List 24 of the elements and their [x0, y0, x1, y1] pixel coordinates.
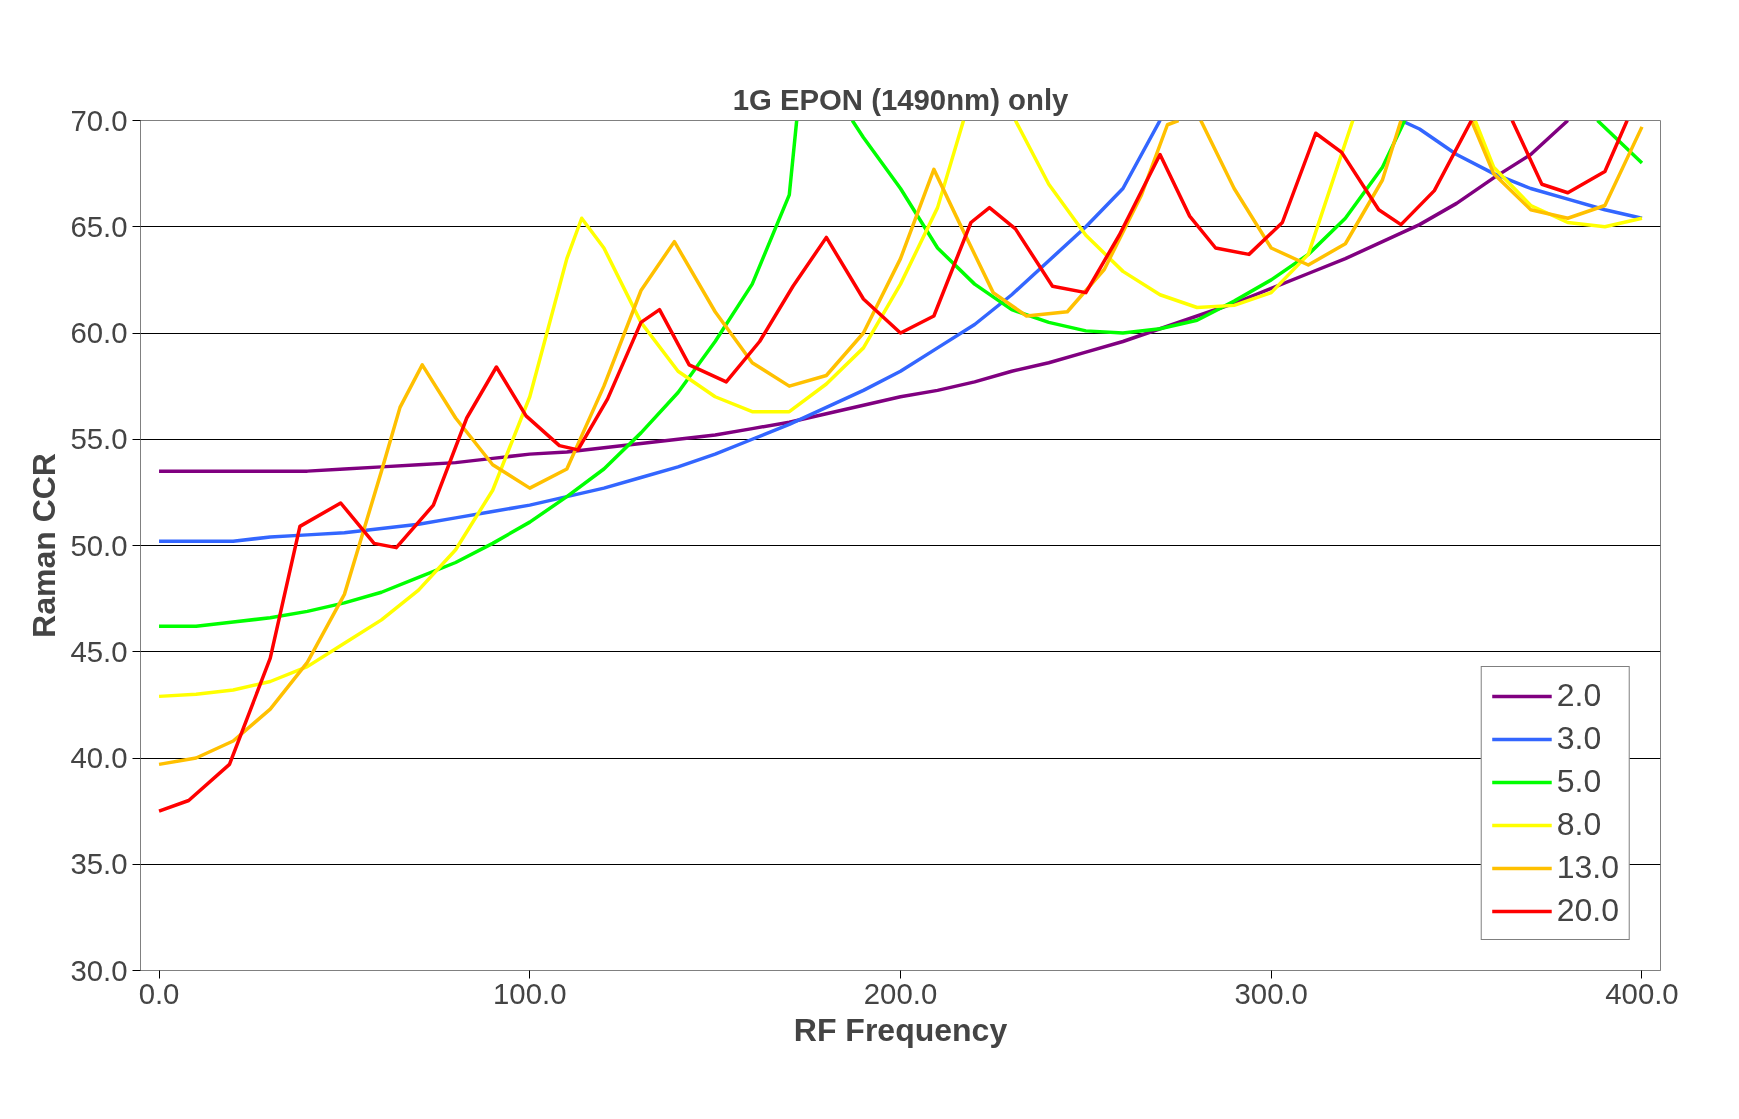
legend-label: 8.0 [1556, 806, 1602, 843]
y-tick-label: 55.0 [70, 422, 128, 456]
line-series [157, 120, 1570, 473]
x-tick-label: 0.0 [138, 976, 180, 1010]
legend-label: 2.0 [1556, 677, 1602, 714]
y-tick-label: 70.0 [70, 103, 128, 137]
legend-label: 3.0 [1556, 720, 1602, 757]
y-tick-label: 65.0 [70, 209, 128, 243]
y-tick-label: 50.0 [70, 528, 128, 562]
y-tick-label: 45.0 [70, 634, 128, 668]
x-tick-label: 400.0 [1605, 976, 1679, 1010]
legend-label: 5.0 [1556, 763, 1602, 800]
y-tick-label: 35.0 [70, 847, 128, 881]
y-tick-label: 30.0 [70, 953, 128, 987]
legend-label: 20.0 [1556, 892, 1619, 929]
y-tick-label: 40.0 [70, 741, 128, 774]
x-tick-label: 100.0 [493, 976, 567, 1010]
x-tick-label: 200.0 [863, 976, 938, 1010]
y-axis-title: Raman CCR [26, 453, 63, 638]
legend-label: 13.0 [1556, 849, 1619, 886]
y-tick-label: 60.0 [70, 316, 128, 349]
chart-title: 1G EPON (1490nm) only [732, 82, 1070, 116]
x-tick-label: 300.0 [1234, 976, 1308, 1010]
x-axis-title: RF Frequency [793, 1011, 1008, 1048]
